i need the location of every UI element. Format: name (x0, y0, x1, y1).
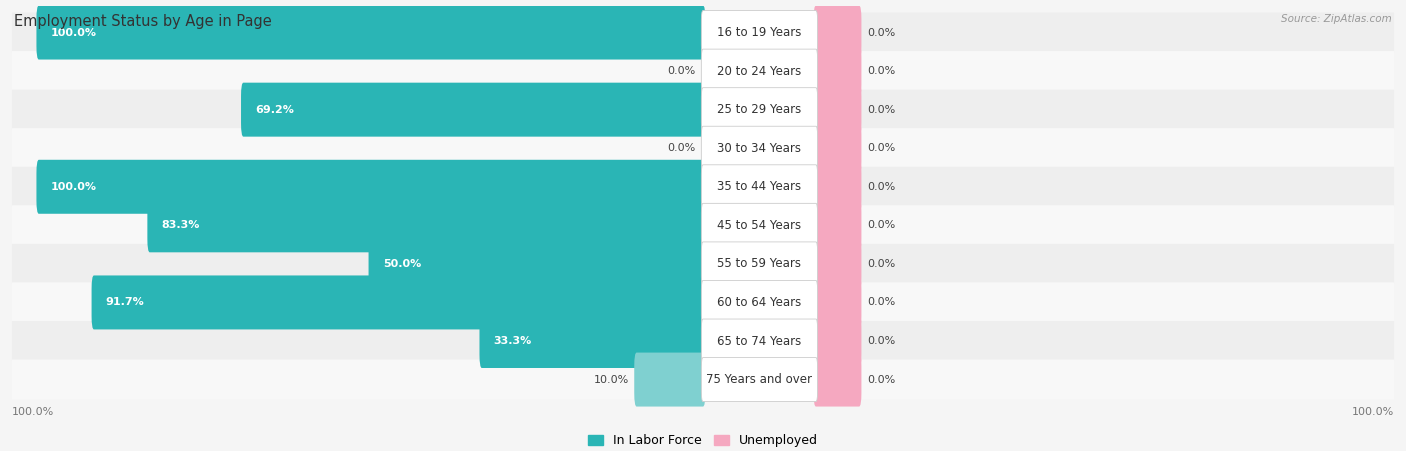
Text: 0.0%: 0.0% (666, 143, 695, 153)
FancyBboxPatch shape (479, 314, 706, 368)
FancyBboxPatch shape (11, 359, 1395, 400)
FancyBboxPatch shape (814, 276, 862, 329)
FancyBboxPatch shape (702, 358, 817, 401)
Text: 0.0%: 0.0% (868, 336, 896, 346)
FancyBboxPatch shape (814, 44, 862, 98)
Text: 0.0%: 0.0% (868, 221, 896, 230)
Text: 25 to 29 Years: 25 to 29 Years (717, 103, 801, 116)
FancyBboxPatch shape (368, 237, 706, 291)
Text: Source: ZipAtlas.com: Source: ZipAtlas.com (1281, 14, 1392, 23)
FancyBboxPatch shape (702, 126, 817, 170)
FancyBboxPatch shape (240, 83, 706, 137)
FancyBboxPatch shape (702, 165, 817, 209)
FancyBboxPatch shape (702, 49, 817, 93)
FancyBboxPatch shape (702, 87, 817, 132)
Text: 33.3%: 33.3% (494, 336, 531, 346)
FancyBboxPatch shape (148, 198, 706, 252)
FancyBboxPatch shape (37, 5, 706, 60)
FancyBboxPatch shape (11, 128, 1395, 168)
Text: 0.0%: 0.0% (868, 182, 896, 192)
FancyBboxPatch shape (814, 83, 862, 137)
Text: 0.0%: 0.0% (868, 375, 896, 385)
FancyBboxPatch shape (634, 353, 706, 406)
Text: 50.0%: 50.0% (382, 259, 420, 269)
FancyBboxPatch shape (91, 276, 706, 329)
Text: 0.0%: 0.0% (868, 298, 896, 308)
FancyBboxPatch shape (11, 51, 1395, 91)
FancyBboxPatch shape (702, 203, 817, 247)
Text: Employment Status by Age in Page: Employment Status by Age in Page (14, 14, 271, 28)
Text: 83.3%: 83.3% (162, 221, 200, 230)
Text: 16 to 19 Years: 16 to 19 Years (717, 26, 801, 39)
FancyBboxPatch shape (702, 242, 817, 286)
Text: 0.0%: 0.0% (868, 143, 896, 153)
Text: 10.0%: 10.0% (593, 375, 628, 385)
FancyBboxPatch shape (11, 90, 1395, 130)
Text: 65 to 74 Years: 65 to 74 Years (717, 335, 801, 348)
FancyBboxPatch shape (814, 314, 862, 368)
FancyBboxPatch shape (11, 205, 1395, 245)
Text: 0.0%: 0.0% (868, 66, 896, 76)
Text: 100.0%: 100.0% (1351, 407, 1393, 417)
Text: 30 to 34 Years: 30 to 34 Years (717, 142, 801, 155)
Text: 75 Years and over: 75 Years and over (706, 373, 813, 386)
Text: 100.0%: 100.0% (51, 28, 97, 37)
FancyBboxPatch shape (11, 167, 1395, 207)
Text: 45 to 54 Years: 45 to 54 Years (717, 219, 801, 232)
FancyBboxPatch shape (37, 160, 706, 214)
Text: 69.2%: 69.2% (256, 105, 294, 115)
Text: 100.0%: 100.0% (13, 407, 55, 417)
FancyBboxPatch shape (814, 353, 862, 406)
Text: 35 to 44 Years: 35 to 44 Years (717, 180, 801, 193)
FancyBboxPatch shape (702, 319, 817, 363)
FancyBboxPatch shape (814, 5, 862, 60)
Text: 91.7%: 91.7% (105, 298, 145, 308)
Text: 55 to 59 Years: 55 to 59 Years (717, 258, 801, 271)
Text: 100.0%: 100.0% (51, 182, 97, 192)
Text: 0.0%: 0.0% (868, 259, 896, 269)
Legend: In Labor Force, Unemployed: In Labor Force, Unemployed (583, 429, 823, 451)
FancyBboxPatch shape (11, 282, 1395, 322)
Text: 20 to 24 Years: 20 to 24 Years (717, 64, 801, 78)
Text: 60 to 64 Years: 60 to 64 Years (717, 296, 801, 309)
FancyBboxPatch shape (11, 321, 1395, 361)
FancyBboxPatch shape (702, 10, 817, 55)
FancyBboxPatch shape (702, 281, 817, 324)
FancyBboxPatch shape (814, 198, 862, 252)
FancyBboxPatch shape (814, 237, 862, 291)
FancyBboxPatch shape (11, 13, 1395, 53)
FancyBboxPatch shape (11, 244, 1395, 284)
FancyBboxPatch shape (814, 160, 862, 214)
FancyBboxPatch shape (814, 121, 862, 175)
Text: 0.0%: 0.0% (666, 66, 695, 76)
Text: 0.0%: 0.0% (868, 105, 896, 115)
Text: 0.0%: 0.0% (868, 28, 896, 37)
